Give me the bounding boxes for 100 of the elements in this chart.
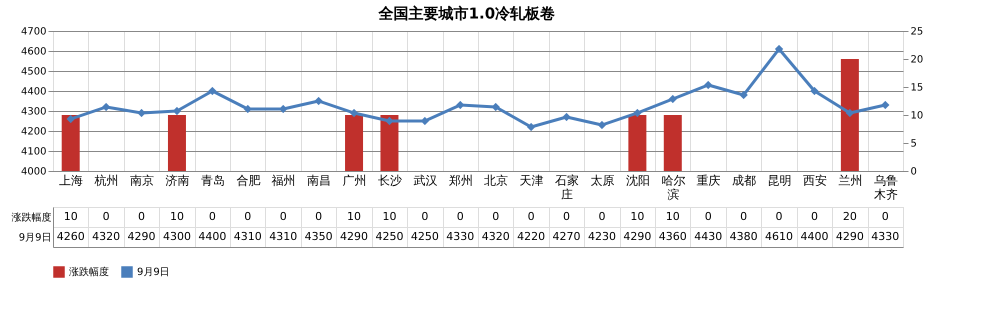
y2-tick-label: 5 (910, 138, 917, 150)
y-tick-label: 4100 (21, 146, 46, 158)
y-tick-label: 4200 (21, 126, 46, 138)
data-label: 0 (528, 210, 535, 223)
x-tick-label: 成都 (732, 174, 756, 188)
y-tick-label: 4000 (21, 166, 46, 178)
data-label: 4290 (623, 230, 652, 243)
data-label: 4290 (836, 230, 864, 243)
x-tick-label: 武汉 (413, 174, 438, 188)
point (66, 114, 75, 124)
data-label: 4360 (658, 230, 687, 243)
point (704, 80, 712, 90)
x-tick-label: 上海 (59, 174, 84, 188)
data-label: 0 (598, 210, 606, 223)
data-label: 10 (170, 210, 184, 223)
data-label: 0 (492, 210, 500, 223)
point (598, 120, 606, 130)
x-tick-label: 青岛 (200, 174, 225, 188)
data-label: 4380 (730, 230, 758, 243)
x-tick-label: 郑州 (448, 174, 473, 188)
data-label: 0 (244, 210, 252, 223)
data-label: 4250 (375, 230, 404, 243)
data-label: 4320 (92, 230, 120, 243)
data-label: 0 (776, 210, 783, 223)
point (350, 108, 358, 118)
x-tick-label: 杭州 (94, 174, 119, 188)
x-tick-label: 合肥 (236, 174, 260, 188)
x-tick-label: 北京 (484, 174, 508, 188)
data-label: 4310 (234, 230, 262, 243)
point (314, 96, 323, 106)
data-label: 4300 (162, 230, 191, 243)
x-tick-label: 南昌 (307, 174, 332, 188)
point (456, 100, 464, 110)
y2-tick-label: 20 (910, 54, 924, 66)
point (739, 90, 748, 100)
data-label: 10 (64, 210, 78, 223)
x-tick-label: 长沙 (378, 174, 402, 188)
data-label: 0 (704, 210, 712, 223)
point (633, 108, 642, 118)
point (846, 108, 854, 118)
point (774, 44, 784, 54)
point (562, 112, 571, 122)
x-tick-label: 石家庄 (555, 174, 580, 202)
y2-tick-label: 10 (910, 110, 924, 122)
data-label: 0 (421, 210, 428, 223)
data-label: 10 (382, 210, 396, 223)
data-label: 10 (666, 210, 680, 223)
data-label: 4220 (517, 230, 546, 243)
point (137, 108, 146, 118)
x-tick-label: 兰州 (838, 174, 862, 188)
data-label: 20 (842, 210, 857, 223)
data-label: 0 (456, 210, 464, 223)
point (810, 86, 819, 96)
point (102, 102, 110, 112)
data-label: 4400 (800, 230, 828, 243)
data-label: 0 (102, 210, 110, 223)
data-label: 0 (810, 210, 818, 223)
data-label: 10 (630, 210, 644, 223)
data-label: 4310 (269, 230, 298, 243)
text: 涨跌幅度 (12, 212, 52, 224)
data-label: 4290 (340, 230, 368, 243)
point (526, 122, 536, 132)
data-label: 4430 (694, 230, 722, 243)
data-label: 4290 (128, 230, 156, 243)
chart-title: 全国主要城市1.0冷轧板卷 (378, 4, 556, 22)
data-label: 0 (563, 210, 570, 223)
x-tick-label: 重庆 (696, 174, 721, 188)
y-tick-label: 4500 (21, 66, 46, 78)
x-tick-label: 昆明 (768, 174, 792, 188)
x-tick-label: 沈阳 (626, 174, 650, 188)
data-label: 0 (208, 210, 216, 223)
data-label: 4250 (410, 230, 439, 243)
data-label: 4610 (765, 230, 794, 243)
x-tick-label: 西安 (802, 174, 827, 188)
data-label: 4400 (198, 230, 226, 243)
x-tick-label: 南京 (130, 174, 154, 188)
x-tick-label: 天津 (520, 174, 544, 188)
y-tick-label: 4400 (21, 86, 46, 98)
point (172, 106, 182, 116)
data-label: 0 (740, 210, 748, 223)
y2-tick-label: 15 (910, 82, 924, 94)
data-label: 0 (280, 210, 287, 223)
data-label: 10 (347, 210, 362, 223)
point (881, 100, 890, 110)
y-tick-label: 4600 (21, 46, 46, 58)
data-label: 4330 (871, 230, 900, 243)
y-tick-label: 4700 (21, 26, 46, 38)
data-label: 4350 (304, 230, 333, 243)
point (668, 94, 677, 104)
x-tick-label: 福州 (272, 174, 296, 188)
data-label: 0 (882, 210, 889, 223)
point (492, 102, 500, 112)
data-label: 4260 (56, 230, 85, 243)
data-label: 0 (138, 210, 146, 223)
legend-label: 9月9日 (137, 267, 170, 278)
y2-tick-label: 25 (910, 26, 924, 38)
y2-tick-label: 0 (910, 166, 917, 178)
data-label: 4330 (446, 230, 474, 243)
data-label: 4230 (588, 230, 616, 243)
x-tick-label: 济南 (165, 174, 190, 188)
